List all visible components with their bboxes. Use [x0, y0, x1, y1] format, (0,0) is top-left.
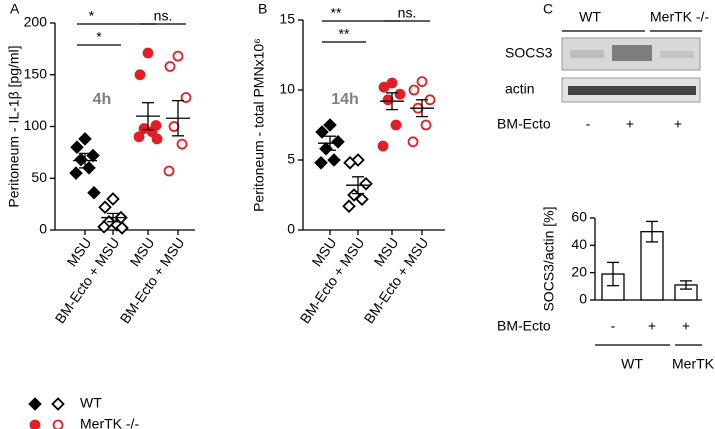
x-tick-label: - — [611, 318, 616, 334]
y-tick-label: 50 — [31, 169, 47, 185]
point — [394, 88, 406, 100]
y-tick-label: 100 — [24, 117, 48, 133]
point — [323, 118, 337, 132]
legend-marker — [51, 397, 65, 411]
point — [180, 92, 192, 103]
point — [69, 166, 83, 180]
legend-label: MerTK -/- — [80, 416, 139, 429]
y-tick-label: 200 — [24, 14, 48, 30]
point — [407, 136, 419, 148]
point — [390, 119, 402, 131]
blot-treatment-label: BM-Ecto — [497, 116, 551, 132]
blot-lane-label: + — [674, 116, 682, 132]
western-blot — [561, 37, 701, 103]
x-axis-label: BM-Ecto — [497, 318, 551, 334]
point — [168, 121, 180, 132]
y-tick-label: 10 — [279, 81, 295, 97]
y-tick-label: 150 — [24, 65, 48, 81]
point — [327, 153, 341, 167]
y-axis-label: Peritoneum - IL-1β [pg/ml] — [6, 45, 22, 207]
point — [176, 138, 188, 150]
band — [568, 86, 696, 95]
blot-group-label: MerTK -/- — [650, 9, 709, 25]
blot-lane-label: - — [586, 116, 591, 132]
point — [70, 140, 84, 154]
legend-label: WT — [80, 395, 102, 411]
point — [416, 76, 428, 87]
point — [342, 199, 356, 213]
point — [408, 84, 420, 96]
x-tick-label: + — [648, 318, 656, 334]
point — [78, 132, 92, 146]
point — [87, 185, 101, 200]
y-tick-label: 0 — [287, 221, 295, 237]
panel-label: A — [10, 1, 20, 17]
blot-group-label: WT — [579, 9, 601, 25]
group-label: WT — [621, 356, 643, 372]
band — [660, 51, 694, 58]
annotation: 14h — [331, 91, 359, 108]
y-tick-label: 20 — [571, 263, 587, 279]
point — [151, 133, 163, 145]
significance-label: ns. — [398, 5, 417, 21]
panel-label: C — [543, 1, 553, 17]
point — [115, 221, 129, 235]
y-tick-label: 0 — [39, 221, 47, 237]
y-tick-label: 15 — [279, 11, 295, 27]
y-tick-label: 0 — [579, 291, 587, 307]
point — [314, 156, 328, 170]
point — [359, 177, 373, 191]
annotation: 4h — [93, 91, 112, 108]
legend-marker — [29, 419, 41, 429]
point — [172, 50, 184, 62]
point — [142, 47, 154, 59]
y-tick-label: 40 — [571, 236, 587, 252]
panel-label: B — [258, 1, 267, 17]
point — [106, 192, 120, 206]
point — [134, 69, 146, 81]
point — [382, 94, 394, 106]
blot-row-label: actin — [505, 81, 535, 97]
point — [343, 156, 357, 170]
blot-row-label: SOCS3 — [505, 45, 553, 61]
group-label: MerTK -/- — [672, 356, 715, 372]
significance-label: * — [96, 29, 102, 45]
band — [612, 45, 652, 61]
y-tick-label: 60 — [571, 209, 587, 225]
point — [420, 119, 432, 131]
point — [315, 125, 329, 139]
point — [86, 148, 100, 163]
significance-label: ns. — [154, 8, 173, 24]
y-axis-label: SOCS3/actin [%] — [541, 206, 557, 311]
point — [378, 81, 390, 93]
significance-label: ** — [339, 26, 350, 42]
point — [386, 77, 398, 89]
x-tick-label: + — [682, 318, 690, 334]
legend-marker — [52, 419, 64, 429]
y-axis-label: Peritoneum - total PMNx10⁶ — [251, 38, 267, 212]
significance-label: ** — [331, 5, 342, 21]
band — [570, 50, 604, 58]
point — [377, 140, 389, 152]
significance-label: * — [89, 8, 95, 24]
point — [355, 192, 369, 206]
legend-marker — [28, 397, 42, 411]
point — [164, 61, 176, 72]
point — [331, 135, 345, 149]
point — [98, 200, 112, 215]
y-tick-label: 5 — [287, 151, 295, 167]
blot-lane-label: + — [626, 116, 634, 132]
point — [97, 220, 111, 234]
point — [163, 165, 175, 177]
point — [133, 131, 145, 143]
